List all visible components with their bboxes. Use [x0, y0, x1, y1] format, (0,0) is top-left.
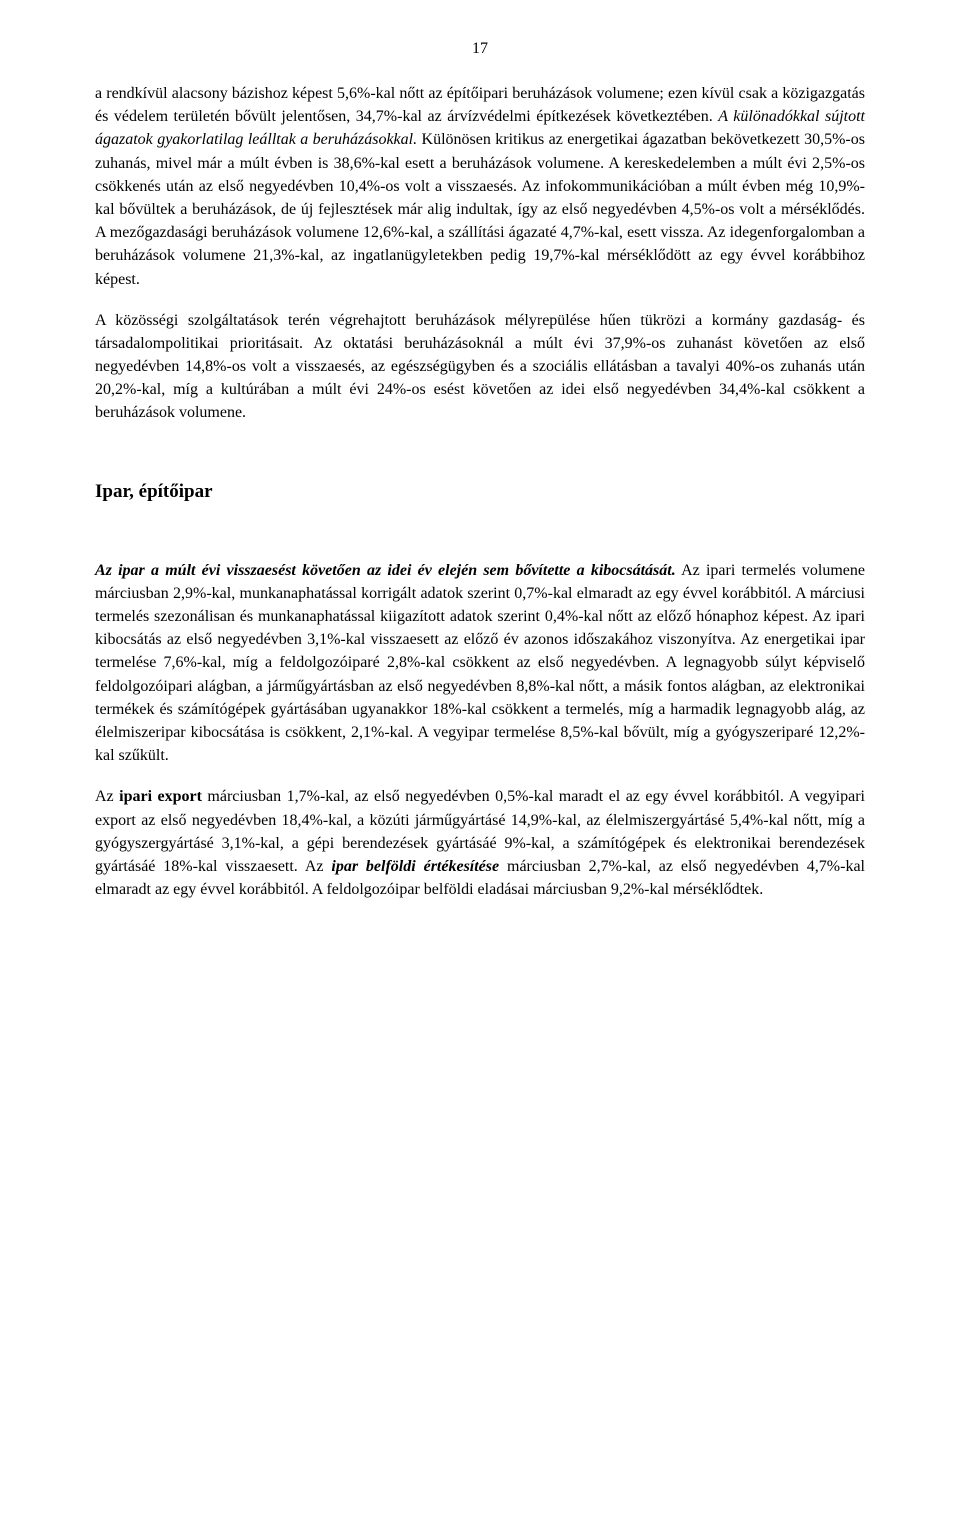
- section-heading: Ipar, építőipar: [95, 481, 865, 503]
- paragraph-2: A közösségi szolgáltatások terén végreha…: [95, 309, 865, 425]
- para3-text-2: Az ipari termelés volumene márciusban 2,…: [95, 562, 865, 765]
- para1-text-3: Különösen kritikus az energetikai ágazat…: [95, 131, 865, 287]
- paragraph-3: Az ipar a múlt évi visszaesést követően …: [95, 559, 865, 768]
- para4-text-1: Az: [95, 788, 119, 805]
- para4-bold: ipari export: [119, 788, 202, 805]
- paragraph-1: a rendkívül alacsony bázishoz képest 5,6…: [95, 82, 865, 291]
- paragraph-4: Az ipari export márciusban 1,7%-kal, az …: [95, 785, 865, 901]
- para4-bolditalic: ipar belföldi értékesítése: [331, 858, 499, 875]
- para3-bolditalic: Az ipar a múlt évi visszaesést követően …: [95, 562, 676, 579]
- page-number: 17: [95, 40, 865, 58]
